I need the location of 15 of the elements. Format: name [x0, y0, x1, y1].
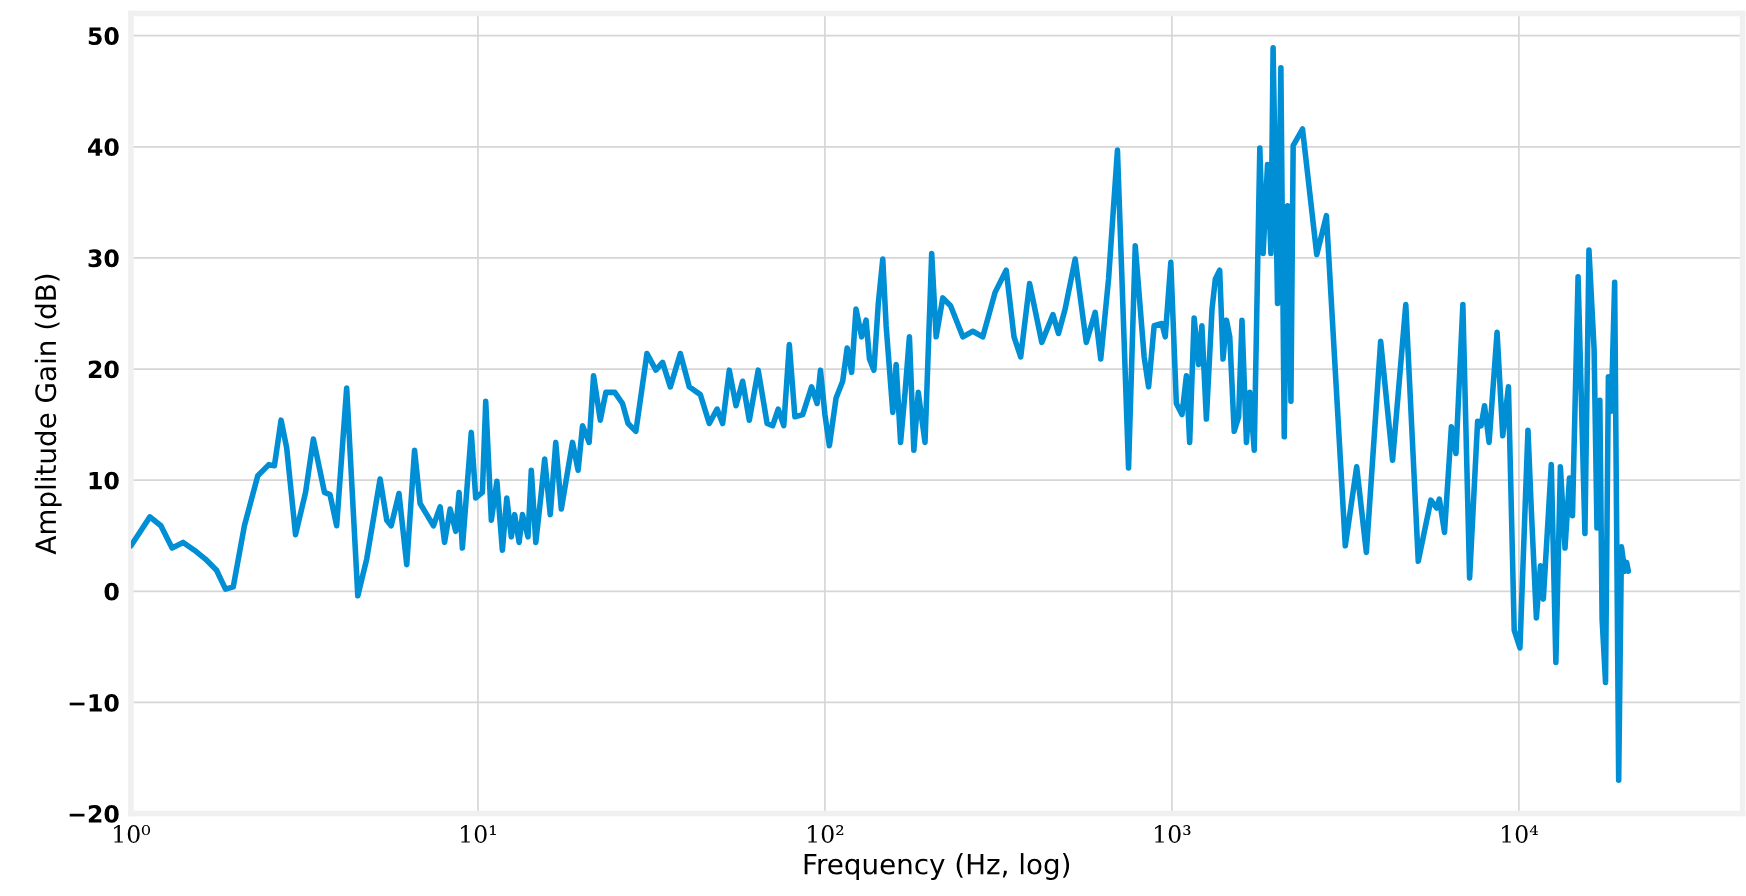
x-axis-title: Frequency (Hz, log) [804, 853, 1070, 880]
y-tick-label: 20 [88, 360, 119, 379]
y-tick-label: 0 [104, 582, 119, 601]
x-tick-label: 10⁴ [1502, 825, 1538, 843]
y-tick-label: 40 [88, 138, 119, 157]
y-tick-label: −10 [69, 693, 119, 712]
x-tick-label: 10¹ [461, 825, 496, 843]
y-tick-label: 10 [89, 471, 119, 490]
x-tick-label: 10² [808, 825, 844, 843]
y-tick-label: 30 [88, 249, 119, 268]
y-tick-label: −20 [69, 805, 119, 823]
y-axis-title: Amplitude Gain (dB) [34, 274, 62, 555]
x-tick-label: 10³ [1155, 825, 1191, 843]
x-tick-label: 10⁰ [114, 825, 151, 843]
y-tick-label: 50 [88, 27, 119, 45]
